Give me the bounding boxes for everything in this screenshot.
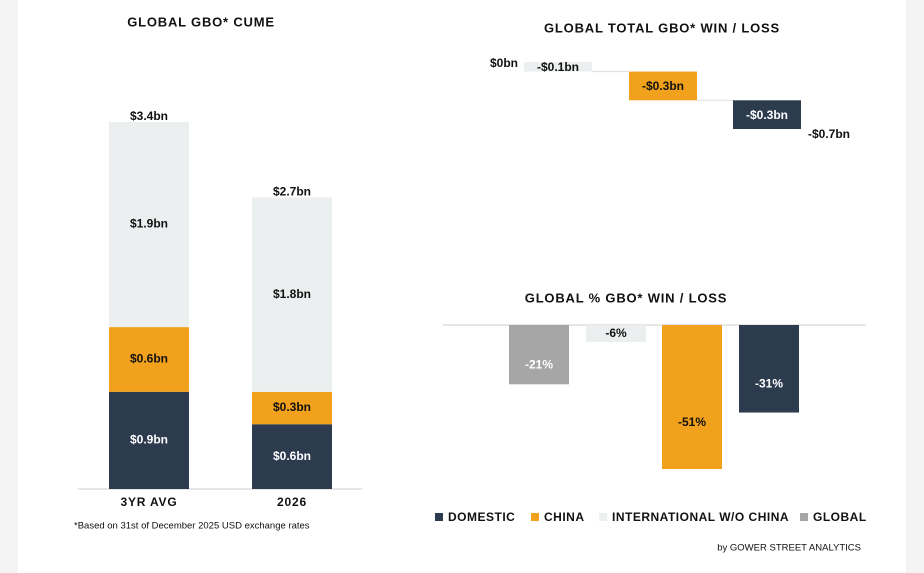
- bar: [629, 71, 697, 101]
- legend-swatch: [800, 513, 808, 521]
- total-label: $3.4bn: [130, 109, 168, 123]
- bar-segment: [252, 391, 332, 425]
- value-label: $0.9bn: [130, 433, 168, 447]
- value-label: $1.8bn: [273, 287, 311, 301]
- bar-segment: [109, 327, 189, 392]
- value-label: -6%: [605, 326, 627, 340]
- chart-title: GLOBAL GBO* CUME: [127, 14, 275, 29]
- bar-segment: [109, 391, 189, 489]
- legend-swatch: [531, 513, 539, 521]
- value-label: -21%: [525, 357, 553, 371]
- legend-label: GLOBAL: [813, 510, 867, 524]
- bar: [586, 325, 646, 342]
- value-label: -$0.3bn: [746, 108, 788, 122]
- legend-swatch: [599, 513, 607, 521]
- legend-label: INTERNATIONAL W/O CHINA: [612, 510, 789, 524]
- legend-label: CHINA: [544, 510, 585, 524]
- start-label: $0bn: [490, 56, 518, 70]
- x-tick-label: 3YR AVG: [121, 495, 178, 509]
- bar: [662, 325, 722, 469]
- value-label: $0.3bn: [273, 400, 311, 414]
- legend-swatch: [435, 513, 443, 521]
- bar-segment: [109, 122, 189, 328]
- chart-title: GLOBAL % GBO* WIN / LOSS: [525, 290, 727, 305]
- bar-segment: [252, 197, 332, 392]
- bar: [739, 325, 799, 413]
- bar: [733, 100, 801, 129]
- side-strip: [906, 0, 924, 573]
- footnote: *Based on 31st of December 2025 USD exch…: [74, 521, 310, 532]
- value-label: -31%: [755, 377, 783, 391]
- value-label: -51%: [678, 415, 706, 429]
- value-label: -$0.3bn: [642, 79, 684, 93]
- x-tick-label: 2026: [277, 495, 307, 509]
- bar: [509, 325, 569, 385]
- chart-title: GLOBAL TOTAL GBO* WIN / LOSS: [544, 20, 780, 35]
- value-label: $0.6bn: [273, 449, 311, 463]
- bar: [524, 62, 592, 72]
- side-strip: [0, 0, 18, 573]
- bar-segment: [252, 424, 332, 489]
- credit: by GOWER STREET ANALYTICS: [717, 543, 861, 554]
- total-label: $2.7bn: [273, 185, 311, 199]
- value-label: $0.6bn: [130, 352, 168, 366]
- end-label: -$0.7bn: [808, 127, 850, 141]
- legend-label: DOMESTIC: [448, 510, 515, 524]
- value-label: $1.9bn: [130, 217, 168, 231]
- value-label: -$0.1bn: [537, 60, 579, 74]
